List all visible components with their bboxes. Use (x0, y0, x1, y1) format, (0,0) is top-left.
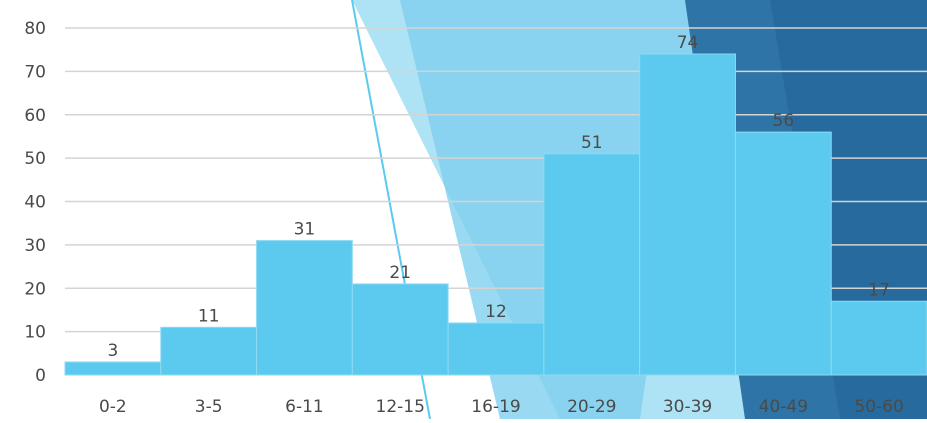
data-label-3-5: 11 (198, 306, 220, 326)
data-label-0-2: 3 (107, 341, 118, 361)
y-axis: 0 10 20 30 40 50 60 70 80 (24, 19, 46, 386)
bars (64, 53, 927, 376)
data-labels: 3 11 31 21 12 51 74 56 17 (107, 33, 889, 361)
bar-0-2 (64, 361, 162, 376)
y-tick-30: 30 (24, 236, 46, 256)
data-label-20-29: 51 (581, 133, 603, 153)
y-tick-40: 40 (24, 193, 46, 213)
x-tick-20-29: 20-29 (567, 397, 616, 417)
y-tick-70: 70 (24, 62, 46, 82)
x-tick-12-15: 12-15 (376, 397, 425, 417)
data-label-12-15: 21 (389, 263, 411, 283)
data-label-50-60: 17 (868, 280, 890, 300)
bar-12-15 (351, 283, 449, 376)
bar-20-29 (543, 153, 641, 376)
x-tick-16-19: 16-19 (471, 397, 520, 417)
x-tick-40-49: 40-49 (759, 397, 808, 417)
data-label-16-19: 12 (485, 302, 507, 322)
y-tick-60: 60 (24, 106, 46, 126)
data-label-30-39: 74 (677, 33, 699, 53)
x-tick-3-5: 3-5 (195, 397, 223, 417)
data-label-40-49: 56 (773, 111, 795, 131)
x-tick-30-39: 30-39 (663, 397, 712, 417)
y-tick-0: 0 (35, 366, 46, 386)
x-tick-6-11: 6-11 (285, 397, 324, 417)
y-tick-20: 20 (24, 279, 46, 299)
y-tick-50: 50 (24, 149, 46, 169)
bar-40-49 (734, 131, 832, 376)
bar-3-5 (160, 326, 258, 376)
bar-50-60 (830, 300, 927, 376)
bar-6-11 (256, 240, 353, 376)
bar-16-19 (447, 322, 545, 376)
bar-30-39 (639, 53, 736, 376)
x-tick-0-2: 0-2 (99, 397, 127, 417)
y-tick-10: 10 (24, 323, 46, 343)
y-tick-80: 80 (24, 19, 46, 39)
x-tick-50-60: 50-60 (854, 397, 903, 417)
x-axis: 0-2 3-5 6-11 12-15 16-19 20-29 30-39 40-49 50-60 (99, 397, 904, 417)
data-label-6-11: 31 (294, 220, 316, 240)
